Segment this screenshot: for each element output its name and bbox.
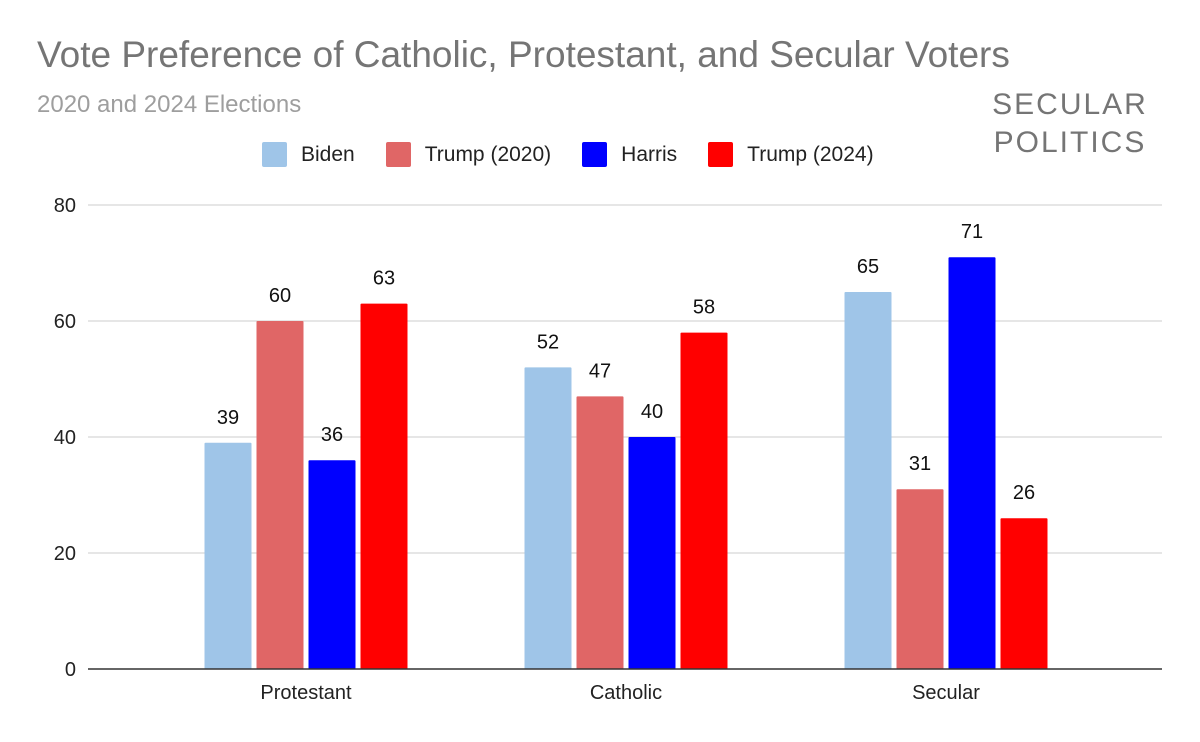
bar-catholic-harris bbox=[628, 437, 676, 669]
chart-subtitle: 2020 and 2024 Elections bbox=[37, 91, 302, 118]
data-label-secular-biden: 65 bbox=[857, 256, 879, 278]
legend-swatch-harris bbox=[582, 142, 608, 167]
data-label-secular-trump-2020: 31 bbox=[909, 453, 931, 475]
bar-secular-biden bbox=[844, 292, 892, 669]
data-label-protestant-trump-2020: 60 bbox=[269, 285, 291, 307]
data-label-catholic-harris: 40 bbox=[641, 401, 663, 423]
legend-swatch-trump-2020 bbox=[385, 142, 411, 167]
legend-item-trump-2024: Trump (2024) bbox=[708, 142, 874, 167]
y-tick-label-60: 60 bbox=[54, 311, 76, 333]
bar-secular-trump-2024 bbox=[1000, 518, 1048, 669]
bar-catholic-biden bbox=[524, 367, 572, 669]
data-label-catholic-trump-2020: 47 bbox=[589, 360, 611, 382]
legend-swatch-trump-2024 bbox=[708, 142, 734, 167]
chart-legend: Biden Trump (2020) Harris Trump (2024) bbox=[262, 142, 905, 167]
data-label-protestant-trump-2024: 63 bbox=[373, 268, 395, 290]
bar-protestant-trump-2024 bbox=[360, 303, 408, 669]
logo-line-1: SECULAR bbox=[992, 88, 1148, 121]
data-label-protestant-biden: 39 bbox=[217, 407, 239, 429]
legend-item-biden: Biden bbox=[262, 142, 355, 167]
legend-label-trump-2020: Trump (2020) bbox=[424, 142, 552, 166]
y-tick-label-80: 80 bbox=[54, 195, 76, 217]
data-label-catholic-biden: 52 bbox=[537, 331, 559, 353]
legend-label-biden: Biden bbox=[301, 142, 355, 166]
data-label-secular-trump-2024: 26 bbox=[1013, 482, 1035, 504]
chart-title: Vote Preference of Catholic, Protestant,… bbox=[37, 34, 1010, 75]
bar-protestant-trump-2020 bbox=[256, 321, 304, 669]
logo-line-2: POLITICS bbox=[993, 126, 1147, 159]
legend-item-harris: Harris bbox=[582, 142, 677, 167]
bar-protestant-biden bbox=[204, 442, 252, 669]
bar-protestant-harris bbox=[308, 460, 356, 669]
legend-item-trump-2020: Trump (2020) bbox=[385, 142, 552, 167]
bar-catholic-trump-2024 bbox=[680, 332, 728, 669]
data-label-catholic-trump-2024: 58 bbox=[693, 297, 715, 319]
data-label-protestant-harris: 36 bbox=[321, 424, 343, 446]
y-tick-label-40: 40 bbox=[54, 427, 76, 449]
bar-catholic-trump-2020 bbox=[576, 396, 624, 669]
bar-secular-trump-2020 bbox=[896, 489, 944, 669]
legend-label-trump-2024: Trump (2024) bbox=[747, 142, 874, 166]
x-tick-label-catholic: Catholic bbox=[590, 682, 662, 704]
y-tick-label-20: 20 bbox=[54, 543, 76, 565]
legend-swatch-biden bbox=[262, 142, 287, 167]
bar-secular-harris bbox=[948, 257, 996, 669]
legend-label-harris: Harris bbox=[621, 142, 678, 166]
y-tick-label-0: 0 bbox=[65, 659, 76, 681]
x-tick-label-secular: Secular bbox=[912, 682, 980, 704]
secular-politics-logo: SECULAR POLITICS bbox=[975, 88, 1165, 160]
x-tick-label-protestant: Protestant bbox=[260, 682, 352, 704]
data-label-secular-harris: 71 bbox=[961, 221, 983, 243]
